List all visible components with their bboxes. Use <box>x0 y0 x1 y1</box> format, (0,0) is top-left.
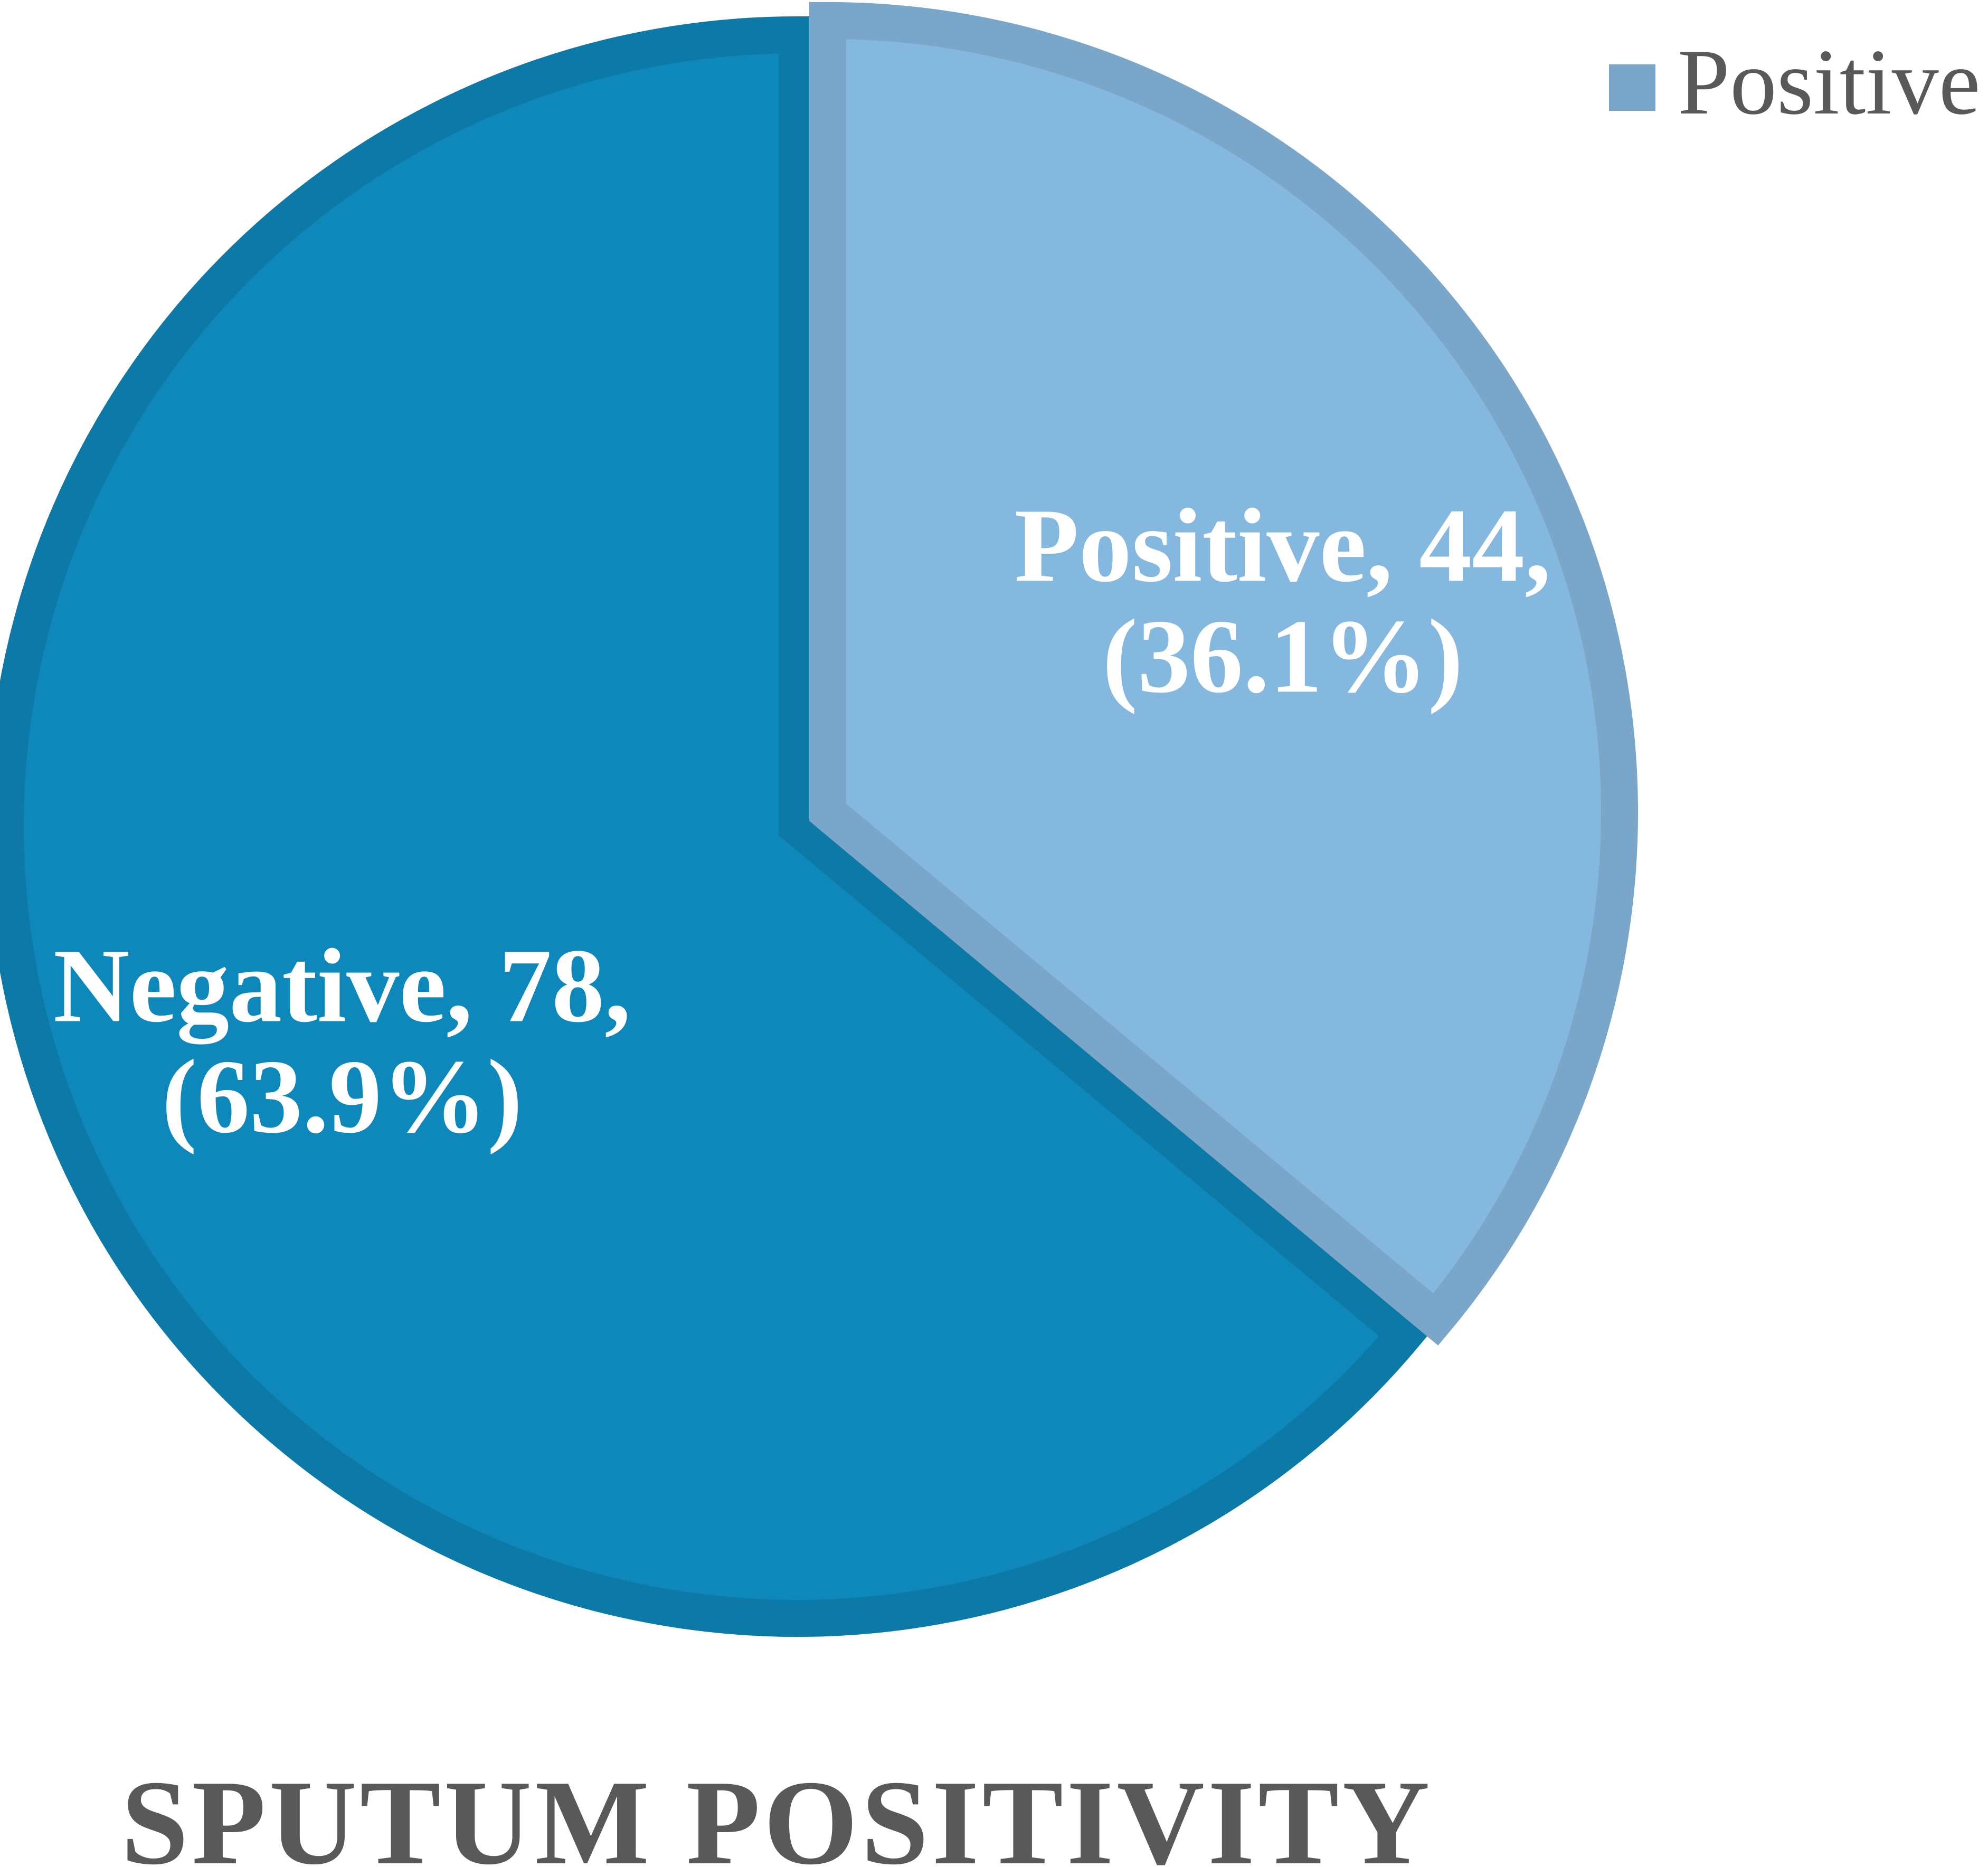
slice-label-line: Positive, 44, <box>1015 487 1551 604</box>
legend-label-positive: Positive <box>1678 30 1981 134</box>
slice-label-line: (63.9%) <box>162 1038 522 1155</box>
slice-label-positive: Positive, 44, (36.1%) <box>1015 487 1551 715</box>
slice-label-negative: Negative, 78, (63.9%) <box>53 927 631 1155</box>
pie-slice-negative <box>0 16 1432 1637</box>
slice-label-line: (36.1%) <box>1102 598 1463 715</box>
slice-labels: Negative, 78, (63.9%) Positive, 44, (36.1%) <box>53 487 1551 1155</box>
legend-swatch-positive <box>1609 64 1655 111</box>
chart-title: SPUTUM POSITIVITY <box>121 1755 1433 1867</box>
slice-label-line: Negative, 78, <box>53 927 631 1044</box>
pie-slice-positive <box>809 2 1638 1346</box>
legend: Positive <box>1609 30 1981 134</box>
pie-slices <box>0 2 1638 1637</box>
